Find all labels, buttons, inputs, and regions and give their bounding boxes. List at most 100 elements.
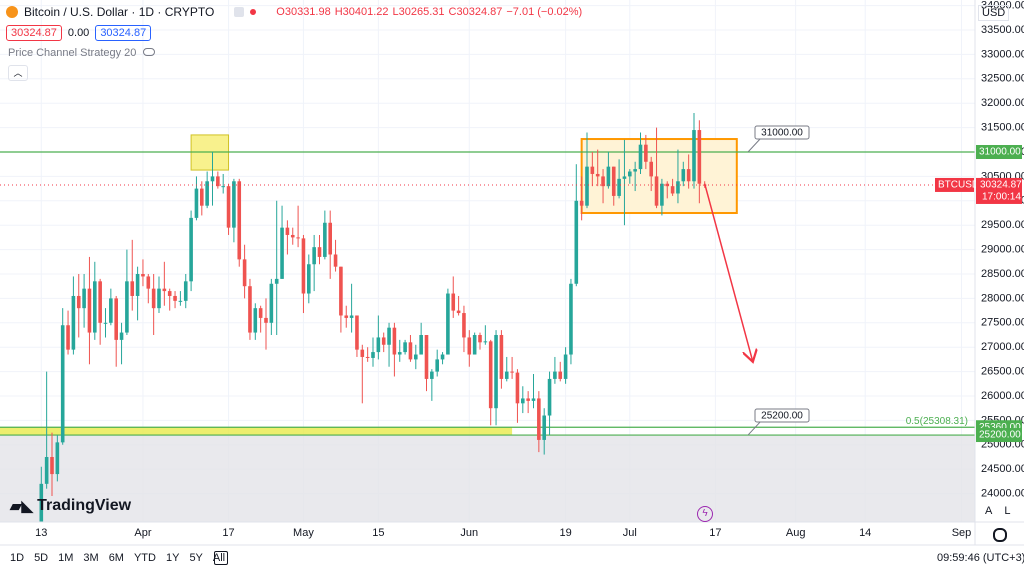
candle-body (114, 298, 118, 340)
candle-body (98, 281, 102, 323)
candle-body (109, 298, 113, 323)
callout-leader (747, 137, 762, 153)
candle-body (232, 181, 236, 228)
candle-body (365, 356, 370, 358)
candle-body (296, 237, 300, 239)
x-tick-label: Apr (134, 527, 151, 539)
candle-body (403, 342, 407, 353)
candle-body (328, 222, 332, 255)
event-icon[interactable]: ϟ (697, 506, 713, 522)
candle-body (617, 178, 621, 196)
collapse-button[interactable]: ︿ (8, 65, 28, 81)
candle-body (200, 188, 204, 206)
candle-body (563, 354, 568, 379)
indicator-name: Price Channel Strategy 20 (8, 47, 137, 59)
date-range-icon[interactable] (214, 551, 228, 565)
candle-body (670, 186, 675, 194)
callout-label: 31000.00 (761, 128, 803, 139)
y-tick-label: 32500.00 (981, 73, 1024, 85)
x-tick-label: 14 (859, 527, 871, 539)
candle-body (628, 171, 632, 177)
candle-body (290, 234, 295, 238)
forecast-arrow (703, 183, 753, 362)
range-button[interactable]: YTD (133, 552, 156, 564)
price-tag-label: 25200.00 (979, 430, 1021, 441)
last-price-label: 30324.87 (980, 180, 1022, 191)
bitcoin-icon (6, 6, 18, 18)
y-tick-label: 26000.00 (981, 390, 1024, 402)
candle-body (510, 371, 514, 373)
candle-body (638, 144, 643, 170)
candle-body (660, 183, 664, 206)
price-tag (976, 428, 1022, 443)
range-button[interactable]: 3M (83, 552, 99, 564)
y-tick-label: 29500.00 (981, 219, 1024, 231)
fib-label: 0.5(25308.31) (906, 416, 968, 427)
candle-body (178, 300, 183, 302)
candle-body (173, 295, 177, 301)
y-tick-label: 27500.00 (981, 317, 1024, 329)
scale-button[interactable]: A (985, 505, 993, 517)
candle-body (526, 398, 530, 401)
y-tick-label: 32000.00 (981, 97, 1024, 109)
candle-body (521, 398, 525, 404)
scale-button[interactable]: L (1004, 505, 1011, 517)
shade-below (0, 435, 975, 522)
candle-body (676, 181, 680, 194)
candle-body (189, 217, 193, 282)
candle-body (504, 371, 509, 379)
price-tag-label: 25360.00 (979, 422, 1021, 433)
status-icon[interactable] (234, 7, 245, 17)
eye-icon[interactable] (143, 48, 156, 56)
candle-body (408, 342, 413, 360)
range-button[interactable]: All (212, 552, 226, 564)
candle-body (307, 264, 311, 294)
candle-body (692, 130, 696, 182)
range-button[interactable]: 6M (108, 552, 124, 564)
candle-body (515, 372, 520, 404)
candle-body (119, 332, 124, 340)
range-button[interactable]: 1M (58, 552, 74, 564)
support-zone (0, 427, 513, 436)
x-tick-label: Jun (460, 527, 478, 539)
candle-body (194, 188, 199, 218)
currency[interactable]: USD (978, 5, 1010, 21)
sell-price[interactable]: 30324.87 (6, 25, 62, 41)
x-tick-label: 15 (372, 527, 384, 539)
candle-body (216, 176, 220, 187)
market-dot (250, 9, 257, 15)
candle-body (274, 278, 279, 284)
range-button[interactable]: 5Y (189, 552, 203, 564)
candle-body (590, 166, 595, 174)
ohlc: O30331.98 H30401.22 L30265.31 C30324.87 −7.0… (276, 6, 586, 18)
candle-body (50, 457, 54, 475)
settings-icon[interactable] (993, 528, 1007, 542)
candle-body (542, 415, 546, 440)
range-button[interactable]: 1D (10, 552, 25, 564)
x-tick-label: Sep (952, 527, 972, 539)
range-button[interactable]: 1Y (165, 552, 180, 564)
candle-body (333, 254, 338, 267)
candle-body (141, 274, 145, 277)
range-button[interactable]: 5D (34, 552, 49, 564)
clock[interactable]: 09:59:46 (UTC+3) (937, 552, 1024, 564)
price-tag-label: 31000.00 (979, 147, 1021, 158)
range-bar: 1D 5D 1M 3M 6M YTD 1Y 5Y All (10, 552, 225, 564)
candle-body (574, 200, 579, 284)
candle-body (360, 349, 365, 357)
x-tick-label: 19 (559, 527, 571, 539)
candle-body (381, 337, 386, 345)
logo-text: TradingView (37, 497, 132, 514)
y-tick-label: 26500.00 (981, 366, 1024, 378)
symbol-title: Bitcoin / U.S. Dollar · 1D · CRYPTO (24, 5, 215, 19)
countdown: 17:00:14 (982, 192, 1021, 203)
candle-body (55, 442, 60, 475)
y-tick-label: 29000.00 (981, 244, 1024, 256)
candle-body (430, 371, 434, 379)
candle-body (558, 371, 563, 379)
candle-body (644, 144, 648, 162)
buy-price[interactable]: 30324.87 (95, 25, 152, 41)
indicator-label[interactable]: Price Channel Strategy 20 (8, 47, 156, 59)
candle-body (264, 317, 268, 323)
candle-body (414, 354, 418, 360)
